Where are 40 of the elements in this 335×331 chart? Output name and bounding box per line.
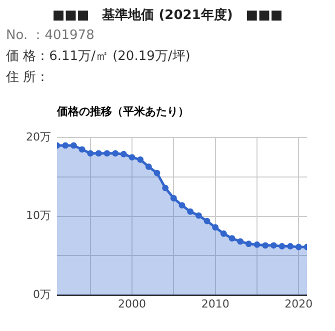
- point: [237, 238, 244, 245]
- point: [295, 244, 302, 250]
- point: [137, 156, 144, 163]
- point: [62, 142, 69, 149]
- y-tick-label: 20万: [26, 130, 51, 144]
- point: [104, 150, 110, 157]
- text: 住 所：: [6, 69, 50, 86]
- point: [187, 208, 194, 215]
- point: [212, 224, 219, 231]
- point: [262, 242, 269, 249]
- x-tick-label: 2000: [118, 297, 146, 310]
- point: [204, 218, 210, 224]
- point: [70, 142, 77, 149]
- point: [170, 195, 177, 202]
- point: [254, 241, 260, 248]
- point: [178, 202, 186, 208]
- point: [278, 243, 286, 250]
- y-tick-label: 0万: [33, 288, 51, 301]
- text: 価 格：6.11万/㎡ (20.19万/坪): [6, 48, 190, 65]
- chart-title: ■■■ 基準地価 (2021年度) ■■■: [51, 6, 284, 24]
- point: [228, 235, 236, 242]
- point: [220, 230, 227, 237]
- point: [162, 184, 169, 192]
- point: [245, 240, 252, 248]
- chart-subtitle: 価格の推移（平米あたり）: [57, 104, 189, 119]
- x-tick-label: 2010: [201, 297, 230, 310]
- point: [195, 212, 202, 219]
- text: No. ：401978: [6, 27, 94, 44]
- point: [120, 150, 127, 158]
- point: [154, 170, 160, 176]
- point: [112, 150, 119, 157]
- x-tick-label: 2020: [284, 297, 313, 310]
- point: [145, 164, 152, 170]
- point: [87, 150, 94, 157]
- point: [95, 150, 102, 157]
- y-tick-label: 10万: [26, 209, 51, 222]
- point: [270, 242, 277, 249]
- point: [78, 146, 86, 153]
- point: [128, 154, 136, 160]
- point: [287, 243, 294, 250]
